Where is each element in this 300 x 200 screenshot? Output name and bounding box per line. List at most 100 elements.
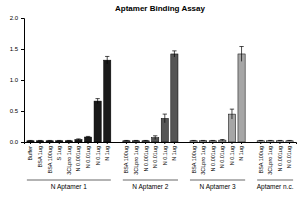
group-bracket — [123, 180, 178, 181]
x-tick-label: Buffer — [27, 146, 33, 161]
bar — [276, 141, 283, 142]
error-bar-cap — [57, 140, 61, 141]
x-tick: N 0.01ug — [219, 142, 225, 168]
x-tick-label: N 0.001ug — [277, 146, 283, 171]
error-bar — [38, 140, 42, 142]
x-tick-mark — [88, 142, 89, 144]
error-bar-cap — [220, 139, 224, 140]
error-bar — [134, 140, 138, 142]
error-bar — [287, 140, 291, 142]
x-tick-label: N 0.001ug — [143, 146, 149, 171]
error-bar — [95, 99, 99, 104]
x-tick-label: N 0.01ug — [85, 146, 91, 168]
x-tick: BSA 100ug — [258, 142, 264, 174]
group-bracket — [257, 180, 293, 181]
x-tick-mark — [241, 142, 242, 144]
error-bar-cap — [278, 140, 282, 141]
error-bar — [278, 140, 282, 142]
x-tick-mark — [30, 142, 31, 144]
x-tick: N 0.01ug — [152, 142, 158, 168]
error-bar — [48, 140, 52, 142]
error-bar — [67, 140, 71, 142]
bar — [267, 141, 274, 142]
bar — [27, 141, 34, 142]
error-bar — [201, 140, 205, 142]
x-tick: N 0.01ug — [286, 142, 292, 168]
error-bar-cap — [230, 109, 234, 110]
error-bar-cap — [268, 140, 272, 141]
y-tick-label: 2.0 — [10, 15, 19, 21]
x-tick: N 0.001ug — [277, 142, 283, 171]
x-tick: N 0.001ug — [75, 142, 81, 171]
bar — [171, 54, 178, 142]
y-tick-label: 1.0 — [10, 77, 19, 83]
bar — [219, 140, 226, 142]
error-bar-cap — [38, 140, 42, 141]
error-bar-cap — [163, 114, 167, 115]
error-bar-cap — [28, 140, 32, 141]
x-tick-label: N 1ug — [238, 146, 244, 161]
x-tick: N 0.1ug — [229, 142, 235, 165]
bar — [84, 137, 91, 142]
bar — [209, 141, 216, 142]
error-bar-stem — [155, 136, 156, 140]
error-bar-cap — [86, 136, 90, 137]
x-tick-mark — [270, 142, 271, 144]
x-tick-label: N 0.1ug — [95, 146, 101, 165]
x-tick-label: 3CLpro 1ug — [200, 146, 206, 175]
x-tick: N 0.001ug — [143, 142, 149, 171]
bar — [190, 141, 197, 142]
y-tick-label: 0.0 — [10, 139, 19, 145]
x-tick-mark — [49, 142, 50, 144]
y-axis: 0.00.51.01.52.0 — [10, 15, 25, 145]
plot: 0.00.51.01.52.0BufferBSA 1ugBSA 100ugS 1… — [10, 15, 297, 191]
x-tick-mark — [222, 142, 223, 144]
error-bar-stem — [107, 56, 108, 63]
x-tick-label: BSA 100ug — [47, 146, 53, 174]
error-bar — [239, 47, 243, 62]
x-tick: S 1ug — [56, 142, 62, 160]
error-bar-cap — [124, 140, 128, 141]
x-tick-label: N 0.01ug — [152, 146, 158, 168]
x-tick: BSA 100ug — [47, 142, 53, 174]
error-bar-cap — [201, 140, 205, 141]
x-tick-label: N 0.1ug — [229, 146, 235, 165]
x-tick: N 1ug — [238, 142, 244, 161]
y-tick-mark — [21, 18, 24, 19]
x-tick: 3CLpro 1ug — [66, 142, 72, 175]
x-tick-label: BSA 1ug — [37, 146, 43, 167]
x-tick-label: BSA 100ug — [123, 146, 129, 174]
group-bracket — [27, 180, 111, 181]
x-tick: 3CLpro 1ug — [267, 142, 273, 175]
x-tick: N 0.1ug — [162, 142, 168, 165]
x-tick-mark — [40, 142, 41, 144]
error-bar-stem — [174, 51, 175, 57]
x-tick-label: N 0.1ug — [162, 146, 168, 165]
bar — [123, 141, 130, 142]
error-bar — [86, 136, 90, 137]
x-tick-mark — [212, 142, 213, 144]
error-bar — [143, 140, 147, 142]
error-bar — [230, 109, 234, 119]
error-bar — [28, 140, 32, 142]
error-bar-cap — [48, 140, 52, 141]
x-tick-label: 3CLpro 1ug — [133, 146, 139, 175]
title: Aptamer Binding Assay — [115, 4, 205, 13]
error-bar-stem — [231, 109, 232, 119]
error-bar-cap — [191, 140, 195, 141]
x-tick: N 0.01ug — [85, 142, 91, 168]
x-tick-label: 3CLpro 1ug — [267, 146, 273, 175]
group-label: N Aptamer 2 — [132, 183, 169, 191]
bar — [142, 141, 149, 142]
bar — [257, 141, 264, 142]
x-tick: 3CLpro 1ug — [133, 142, 139, 175]
y-tick: 1.0 — [10, 77, 24, 83]
bar — [75, 140, 82, 142]
bar — [46, 141, 53, 142]
y-tick-label: 1.5 — [10, 46, 19, 52]
x-tick: N 1ug — [104, 142, 110, 161]
y-axis-line — [21, 19, 25, 143]
bar — [56, 141, 63, 142]
error-bar-cap — [143, 140, 147, 141]
x-tick-mark — [279, 142, 280, 144]
